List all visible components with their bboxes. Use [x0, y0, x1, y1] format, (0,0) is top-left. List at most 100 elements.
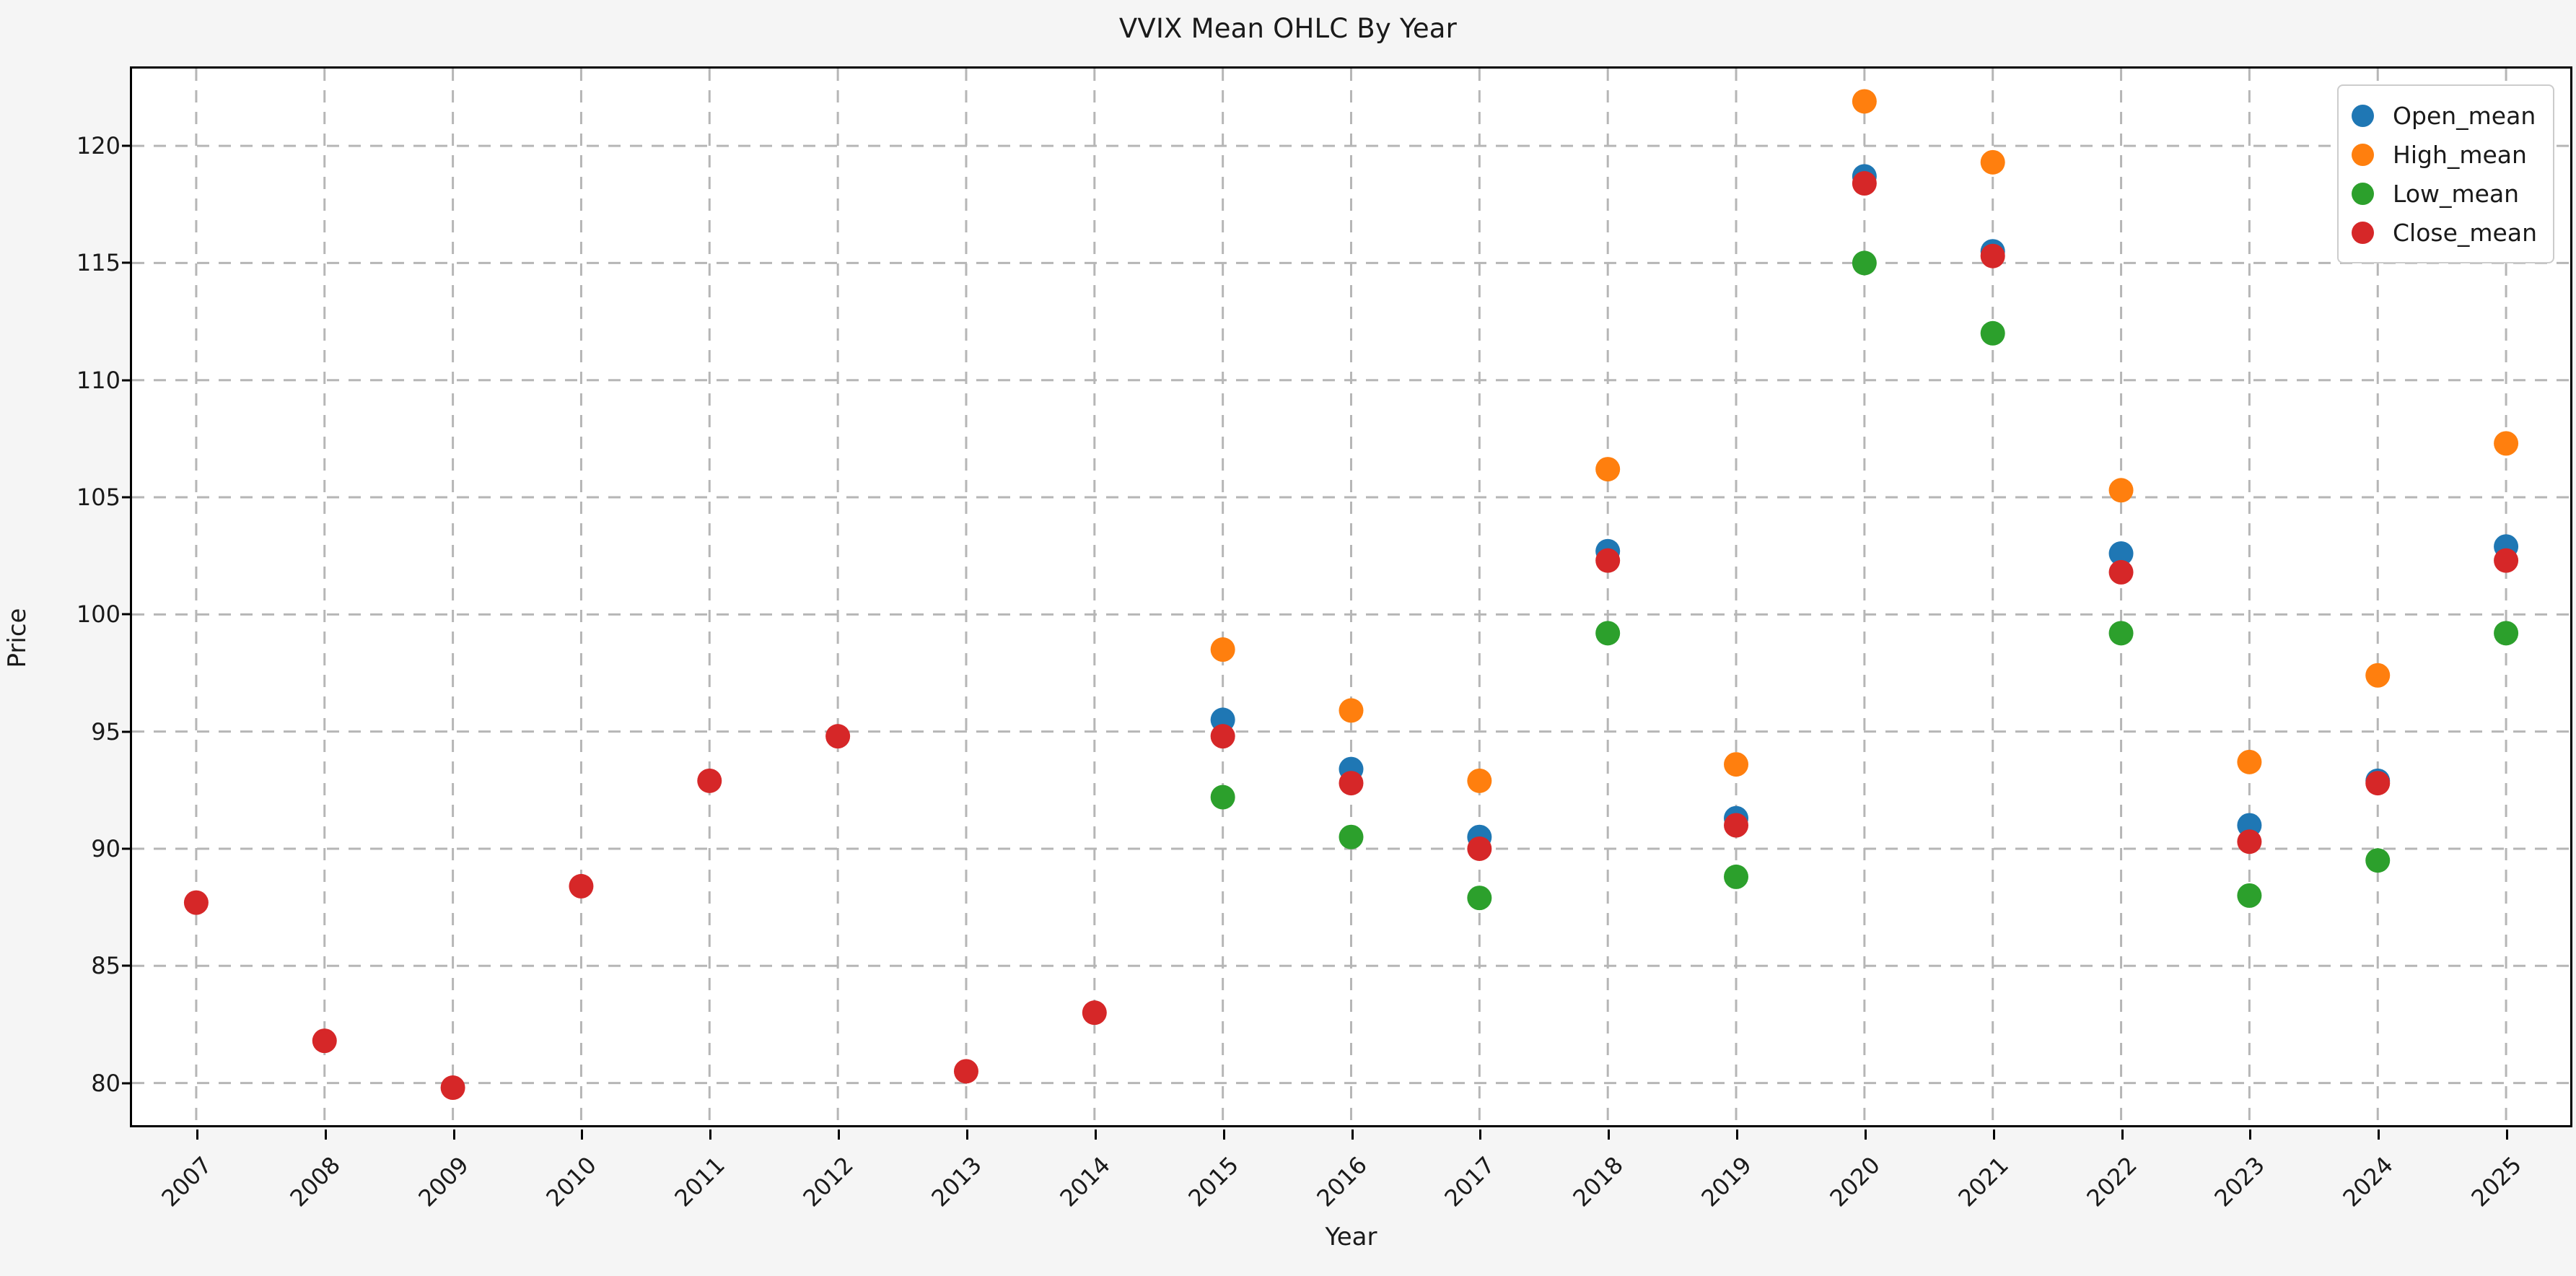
x-tick-mark: [2249, 1129, 2252, 1140]
data-point: [1724, 813, 1749, 838]
data-point: [312, 1028, 337, 1054]
legend-item[interactable]: Close_mean: [2352, 213, 2537, 252]
y-tick-mark: [122, 144, 132, 147]
data-point: [953, 1059, 978, 1084]
y-tick-label: 120: [76, 132, 121, 160]
x-tick-mark: [196, 1129, 198, 1140]
x-tick-label: 2010: [540, 1151, 603, 1212]
x-tick-label: 2021: [1953, 1151, 2014, 1212]
data-point: [697, 768, 722, 793]
x-tick-label: 2023: [2209, 1151, 2271, 1212]
y-tick-mark: [122, 1082, 132, 1085]
data-point: [1339, 698, 1364, 723]
x-tick-mark: [1736, 1129, 1739, 1140]
y-tick-label: 85: [91, 952, 121, 980]
data-point: [2365, 771, 2391, 796]
data-point: [1852, 89, 1877, 114]
data-point: [1595, 548, 1621, 573]
data-point: [2237, 749, 2262, 774]
y-tick-label: 105: [76, 484, 121, 512]
y-tick-mark: [122, 613, 132, 616]
legend-item[interactable]: Low_mean: [2352, 174, 2537, 213]
x-axis-label: Year: [1325, 1223, 1377, 1251]
x-tick-label: 2017: [1439, 1151, 1501, 1212]
data-point: [2108, 559, 2134, 585]
data-point: [2494, 548, 2519, 573]
legend-swatch-icon: [2352, 221, 2375, 244]
data-point: [1595, 457, 1621, 482]
x-tick-mark: [2121, 1129, 2124, 1140]
x-tick-label: 2022: [2080, 1151, 2142, 1212]
data-point: [1339, 771, 1364, 796]
data-point: [2108, 478, 2134, 503]
x-tick-mark: [1222, 1129, 1225, 1140]
x-tick-mark: [2378, 1129, 2380, 1140]
data-point: [2365, 663, 2391, 688]
data-point: [569, 873, 594, 899]
chart-title: VVIX Mean OHLC By Year: [1118, 13, 1458, 44]
x-tick-mark: [1479, 1129, 1482, 1140]
data-point: [1980, 320, 2005, 346]
legend-label: Open_mean: [2393, 101, 2536, 130]
y-tick-label: 90: [91, 834, 121, 862]
x-tick-mark: [324, 1129, 327, 1140]
x-tick-label: 2015: [1183, 1151, 1244, 1212]
x-tick-mark: [1864, 1129, 1867, 1140]
data-point: [2237, 829, 2262, 855]
y-tick-mark: [122, 847, 132, 850]
x-tick-mark: [709, 1129, 712, 1140]
legend-item[interactable]: Open_mean: [2352, 96, 2537, 135]
data-point: [440, 1075, 465, 1101]
legend-swatch-icon: [2352, 104, 2375, 127]
y-tick-mark: [122, 730, 132, 733]
chart-legend[interactable]: Open_mean High_mean Low_mean Close_mean: [2337, 84, 2554, 263]
legend-swatch-icon: [2352, 143, 2375, 166]
x-tick-label: 2020: [1824, 1151, 1885, 1212]
y-tick-mark: [122, 964, 132, 967]
legend-swatch-icon: [2352, 182, 2375, 205]
data-point: [1852, 171, 1877, 196]
data-point: [1980, 243, 2005, 268]
data-point: [825, 724, 851, 749]
x-tick-mark: [452, 1129, 455, 1140]
x-tick-label: 2014: [1054, 1151, 1116, 1212]
data-point: [183, 890, 209, 915]
y-tick-label: 100: [76, 600, 121, 629]
data-point: [1724, 864, 1749, 889]
x-tick-label: 2009: [413, 1151, 474, 1212]
legend-label: High_mean: [2393, 140, 2527, 169]
y-tick-label: 110: [76, 366, 121, 394]
x-tick-label: 2008: [284, 1151, 346, 1212]
data-point: [1980, 149, 2005, 175]
data-point: [1467, 836, 1492, 861]
x-tick-mark: [581, 1129, 584, 1140]
legend-label: Close_mean: [2393, 218, 2537, 247]
x-tick-label: 2013: [926, 1151, 987, 1212]
data-point: [1595, 621, 1621, 646]
x-tick-mark: [838, 1129, 841, 1140]
data-point: [1467, 768, 1492, 793]
legend-item[interactable]: High_mean: [2352, 135, 2537, 174]
data-point: [2365, 848, 2391, 873]
x-tick-mark: [965, 1129, 968, 1140]
y-tick-mark: [122, 496, 132, 499]
data-point: [1210, 785, 1235, 810]
y-tick-label: 80: [91, 1069, 121, 1097]
data-points: [183, 89, 2519, 1101]
y-tick-mark: [122, 379, 132, 382]
legend-label: Low_mean: [2393, 179, 2520, 208]
x-tick-label: 2018: [1567, 1151, 1629, 1212]
data-point: [1210, 637, 1235, 663]
x-tick-label: 2016: [1310, 1151, 1372, 1212]
y-tick-label: 95: [91, 717, 121, 746]
x-tick-mark: [1992, 1129, 1995, 1140]
data-point: [1210, 724, 1235, 749]
x-tick-label: 2012: [797, 1151, 859, 1212]
data-point: [1467, 886, 1492, 911]
data-point: [2108, 621, 2134, 646]
x-tick-label: 2024: [2337, 1151, 2399, 1212]
x-tick-mark: [1094, 1129, 1097, 1140]
x-tick-label: 2007: [156, 1151, 217, 1212]
x-tick-label: 2025: [2466, 1151, 2527, 1212]
